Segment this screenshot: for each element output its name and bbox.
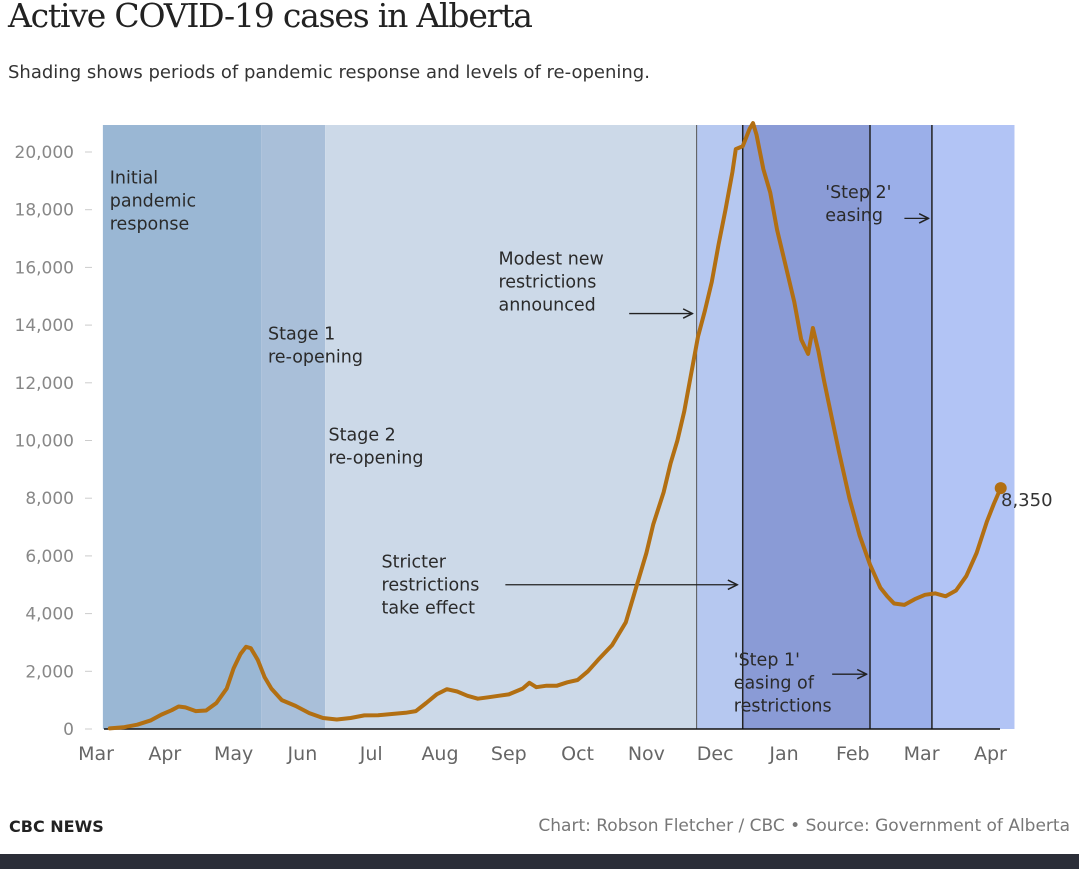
x-tick-label: Aug	[421, 743, 458, 765]
x-tick-label: Jul	[359, 743, 383, 765]
y-tick-label: 10,000	[15, 432, 74, 452]
latest-value-marker	[994, 482, 1007, 495]
x-tick-label: Apr	[974, 743, 1007, 765]
annotation-label-3: Stage 2 re-opening	[329, 426, 424, 469]
y-tick-label: 12,000	[15, 374, 74, 394]
shaded-period-3	[325, 125, 697, 729]
cbc-news-logo: CBC NEWS	[9, 817, 104, 836]
latest-value-label: 8,350	[1001, 490, 1053, 511]
x-tick-label: May	[214, 743, 253, 765]
chart-title: Active COVID-19 cases in Alberta	[8, 0, 533, 35]
annotation-label-7: 'Step 2' easing	[825, 183, 891, 226]
annotation-label-5: Stricter restrictions take effect	[382, 552, 480, 618]
shaded-period-4	[696, 125, 743, 729]
y-tick-label: 4,000	[25, 605, 74, 625]
x-tick-label: Mar	[904, 743, 940, 765]
shaded-period-1	[102, 125, 262, 729]
chart-subtitle: Shading shows periods of pandemic respon…	[8, 62, 650, 83]
footer-bar	[0, 854, 1079, 869]
y-tick-label: 8,000	[25, 489, 74, 509]
y-tick-label: 16,000	[15, 258, 74, 278]
annotation-label-4: Modest new restrictions announced	[498, 250, 603, 316]
shaded-period-5	[742, 125, 870, 729]
x-tick-label: Oct	[561, 743, 594, 765]
annotation-label-2: Stage 1 re-opening	[268, 325, 363, 368]
y-tick-label: 2,000	[25, 662, 74, 682]
chart-credit: Chart: Robson Fletcher / CBC • Source: G…	[538, 816, 1070, 836]
x-tick-label: Jan	[768, 743, 798, 765]
annotation-label-1: Initial pandemic response	[110, 169, 196, 235]
y-tick-label: 14,000	[15, 316, 74, 336]
y-tick-label: 18,000	[15, 201, 74, 221]
x-tick-label: Dec	[697, 743, 734, 765]
x-tick-label: Apr	[148, 743, 181, 765]
y-tick-label: 6,000	[25, 547, 74, 567]
x-tick-label: Jun	[287, 743, 318, 765]
shaded-period-2	[261, 125, 326, 729]
active-cases-line	[107, 121, 1003, 731]
shaded-period-6	[870, 125, 932, 729]
annotation-label-6: 'Step 1' easing of restrictions	[734, 651, 832, 717]
y-tick-label: 0	[63, 720, 74, 740]
shaded-period-7	[931, 125, 1015, 729]
x-tick-label: Feb	[836, 743, 870, 765]
x-tick-label: Sep	[491, 743, 527, 765]
y-tick-label: 20,000	[15, 143, 74, 163]
x-tick-label: Nov	[628, 743, 665, 765]
x-tick-label: Mar	[78, 743, 114, 765]
